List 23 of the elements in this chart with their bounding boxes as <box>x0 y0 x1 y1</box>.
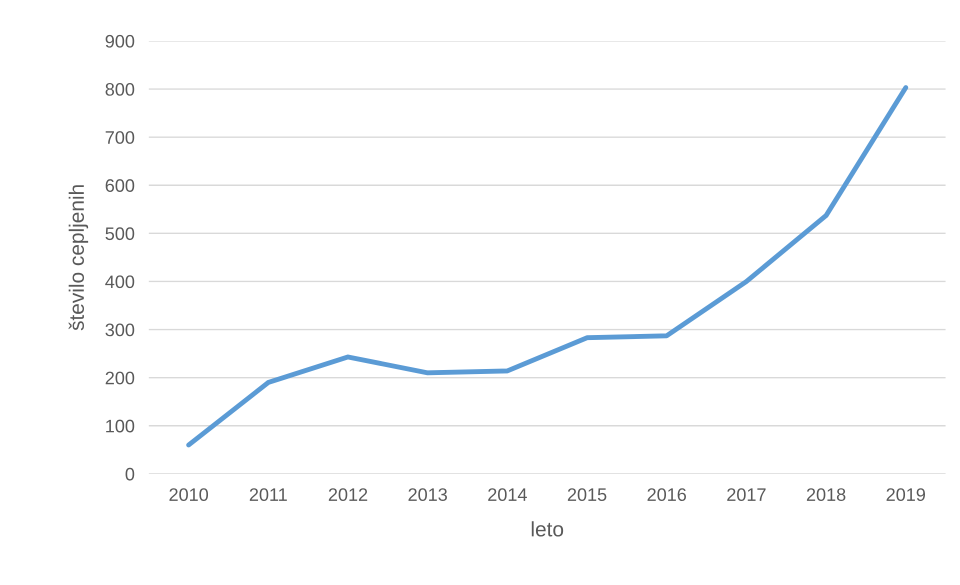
x-tick-label: 2019 <box>886 488 925 501</box>
x-tick-label: 2011 <box>250 488 287 501</box>
x-tick-label: 2015 <box>568 488 606 501</box>
x-axis-title: leto <box>532 521 564 537</box>
y-tick-label: 900 <box>106 34 134 48</box>
x-tick-label: 2012 <box>328 488 368 501</box>
x-tick-label: 2017 <box>727 488 766 501</box>
y-tick-label: 300 <box>105 323 134 336</box>
x-tick-label: 2014 <box>488 488 527 501</box>
x-tick-label: 2010 <box>169 488 208 501</box>
y-tick-label: 600 <box>106 179 134 192</box>
y-tick-label: 500 <box>106 227 134 240</box>
x-tick-label: 2013 <box>408 488 447 501</box>
y-tick-label: 700 <box>106 131 134 144</box>
line-series <box>186 85 908 448</box>
y-tick-label: 100 <box>106 420 134 432</box>
x-tick-label: 2016 <box>648 488 686 501</box>
y-axis-title: število cepljenih <box>68 185 88 330</box>
x-tick-label: 2018 <box>806 488 846 501</box>
y-tick-label: 200 <box>106 372 134 384</box>
y-tick-label: 400 <box>105 275 134 288</box>
y-tick-label: 0 <box>126 468 134 481</box>
y-tick-label: 800 <box>106 82 134 96</box>
